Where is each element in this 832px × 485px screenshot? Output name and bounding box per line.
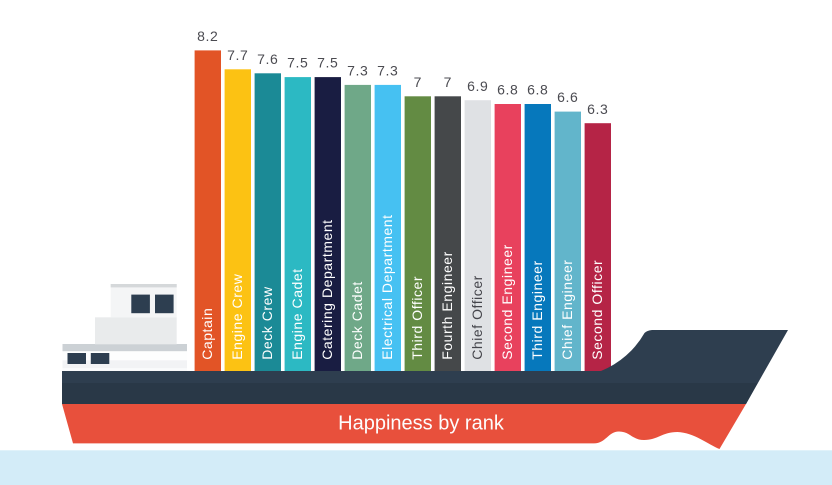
svg-text:Second Officer: Second Officer xyxy=(589,260,605,360)
svg-text:6.9: 6.9 xyxy=(467,78,488,94)
svg-text:7: 7 xyxy=(414,74,422,90)
svg-text:Electrical Department: Electrical Department xyxy=(379,214,395,359)
svg-text:6.6: 6.6 xyxy=(557,89,578,105)
svg-text:Chief Engineer: Chief Engineer xyxy=(559,259,575,359)
svg-text:7.3: 7.3 xyxy=(347,63,368,79)
svg-text:Catering Department: Catering Department xyxy=(319,219,335,359)
svg-text:7.6: 7.6 xyxy=(257,51,278,67)
svg-text:7: 7 xyxy=(444,74,452,90)
svg-text:Happiness by rank: Happiness by rank xyxy=(338,413,505,435)
svg-text:7.5: 7.5 xyxy=(287,55,308,71)
svg-text:Captain: Captain xyxy=(199,308,215,360)
svg-text:Second Engineer: Second Engineer xyxy=(499,244,515,360)
svg-text:Third Engineer: Third Engineer xyxy=(529,260,545,360)
svg-text:Engine Cadet: Engine Cadet xyxy=(289,268,305,359)
svg-text:Chief Officer: Chief Officer xyxy=(469,275,485,360)
svg-text:6.8: 6.8 xyxy=(527,82,548,98)
svg-text:Engine Crew: Engine Crew xyxy=(229,273,245,360)
svg-text:8.2: 8.2 xyxy=(197,28,218,44)
svg-text:6.3: 6.3 xyxy=(587,101,608,117)
svg-text:Deck Crew: Deck Crew xyxy=(259,286,275,360)
svg-text:7.3: 7.3 xyxy=(377,63,398,79)
svg-text:7.7: 7.7 xyxy=(227,47,248,63)
svg-text:7.5: 7.5 xyxy=(317,55,338,71)
svg-text:6.8: 6.8 xyxy=(497,82,518,98)
svg-text:Fourth Engineer: Fourth Engineer xyxy=(439,251,455,360)
svg-text:Third Officer: Third Officer xyxy=(409,276,425,360)
svg-text:Deck Cadet: Deck Cadet xyxy=(349,281,365,360)
